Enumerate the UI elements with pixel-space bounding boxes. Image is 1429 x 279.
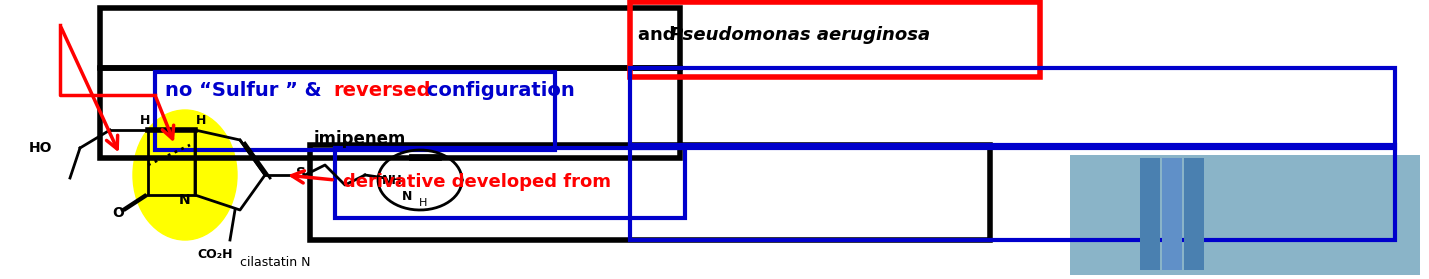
Bar <box>630 145 1395 240</box>
Text: reversed: reversed <box>333 81 430 100</box>
Text: configuration: configuration <box>420 81 574 100</box>
Ellipse shape <box>133 110 237 240</box>
Text: S: S <box>296 166 306 180</box>
Text: derivative developed from: derivative developed from <box>343 173 612 191</box>
Bar <box>630 2 1040 77</box>
Text: N: N <box>179 193 191 207</box>
Bar <box>1140 158 1160 270</box>
Text: HO: HO <box>29 141 51 155</box>
Text: imipenem: imipenem <box>314 130 406 148</box>
Text: CO₂H: CO₂H <box>197 248 233 261</box>
Bar <box>334 148 684 218</box>
Text: Pseudomonas aeruginosa: Pseudomonas aeruginosa <box>670 26 930 44</box>
Bar <box>1070 155 1420 275</box>
Bar <box>100 68 680 158</box>
Text: and: and <box>637 26 682 44</box>
Text: N: N <box>402 191 412 203</box>
Bar <box>1185 158 1205 270</box>
Bar <box>100 8 680 68</box>
Text: cilastatin N: cilastatin N <box>240 256 310 270</box>
Text: O: O <box>111 206 124 220</box>
Text: H: H <box>140 114 150 127</box>
Bar <box>154 72 554 150</box>
Bar <box>310 145 990 240</box>
Bar <box>630 68 1395 148</box>
Text: no “Sulfur ” &: no “Sulfur ” & <box>164 81 329 100</box>
Text: H: H <box>419 198 427 208</box>
Text: NH: NH <box>382 174 403 186</box>
Bar <box>1162 158 1182 270</box>
Text: H: H <box>196 114 206 127</box>
